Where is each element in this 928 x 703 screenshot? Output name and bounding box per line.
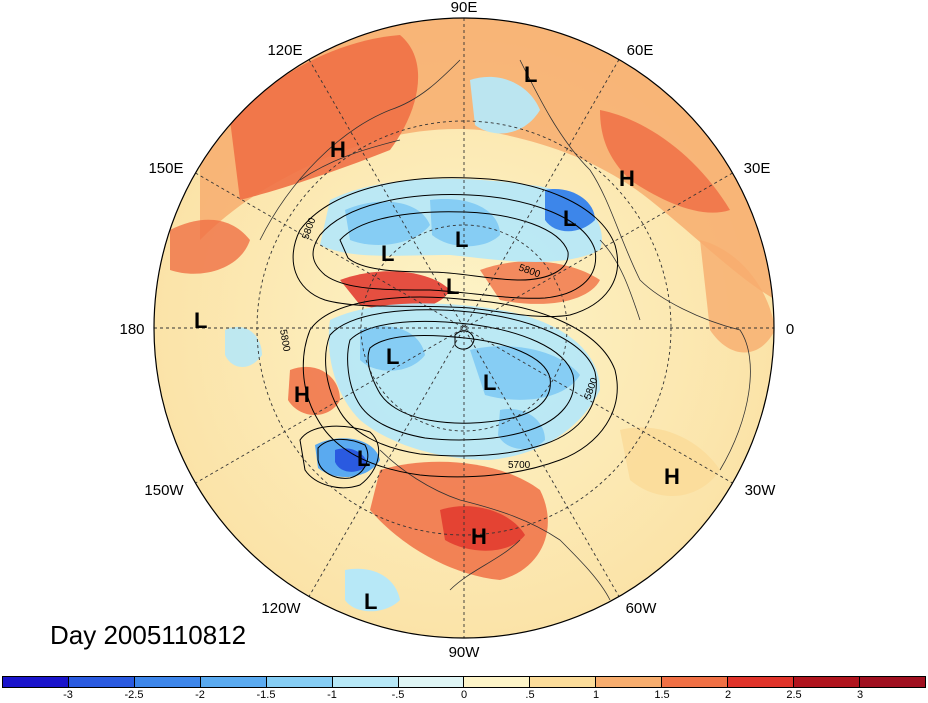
anomaly-field xyxy=(154,18,774,638)
colorbar-ticks: -3 -2.5 -2 -1.5 -1 -.5 0 .5 1 1.5 2 2.5 3 xyxy=(0,689,928,703)
colorbar xyxy=(2,676,926,688)
low-center: L xyxy=(483,370,496,395)
low-center: L xyxy=(455,227,468,252)
colorbar-swatch xyxy=(662,677,729,687)
low-center: L xyxy=(357,446,370,471)
colorbar-tick-label: -3 xyxy=(63,689,73,701)
colorbar-tick-label: 2 xyxy=(724,689,732,701)
low-center: L xyxy=(194,308,207,333)
contour-label: 5800 xyxy=(277,329,292,353)
colorbar-swatch xyxy=(266,677,333,687)
colorbar-swatch xyxy=(3,677,69,687)
colorbar-swatch xyxy=(596,677,663,687)
colorbar-tick-label: 2.5 xyxy=(786,689,802,701)
colorbar-tick-label: 1.5 xyxy=(654,689,670,701)
lon-label-120w: 120W xyxy=(261,600,301,617)
colorbar-swatch xyxy=(398,677,465,687)
low-center: L xyxy=(386,344,399,369)
colorbar-tick-label: -.5 xyxy=(391,689,405,701)
plot-title: Day 2005110812 xyxy=(50,620,247,650)
colorbar-tick-label: 1 xyxy=(592,689,600,701)
colorbar-swatch xyxy=(464,677,531,687)
colorbar-swatch xyxy=(332,677,399,687)
colorbar-swatch xyxy=(859,677,925,687)
lon-label-30w: 30W xyxy=(745,482,777,499)
colorbar-tick-label: 3 xyxy=(856,689,864,701)
graticule xyxy=(153,17,775,639)
colorbar-tick-label: 0 xyxy=(460,689,468,701)
lon-label-90e: 90E xyxy=(451,0,478,16)
lon-label-90w: 90W xyxy=(449,644,481,661)
colorbar-swatch xyxy=(134,677,201,687)
lon-label-150w: 150W xyxy=(144,482,184,499)
colorbar-tick-label: -2.5 xyxy=(124,689,144,701)
low-center: L xyxy=(364,589,377,614)
coastlines xyxy=(259,59,751,601)
longitude-labels: 90E 120E 60E 150E 30E 180 0 150W 30W 120… xyxy=(119,0,794,661)
low-center: L xyxy=(524,62,537,87)
polar-map: 90E 120E 60E 150E 30E 180 0 150W 30W 120… xyxy=(119,0,794,661)
lon-label-0: 0 xyxy=(786,321,794,338)
high-center: H xyxy=(664,464,680,489)
high-center: H xyxy=(330,137,346,162)
colorbar-swatch xyxy=(200,677,267,687)
low-center: L xyxy=(381,241,394,266)
lon-label-60w: 60W xyxy=(626,600,658,617)
colorbar-swatch xyxy=(728,677,795,687)
lon-label-120e: 120E xyxy=(267,42,302,59)
colorbar-swatch xyxy=(68,677,135,687)
low-center: L xyxy=(446,274,459,299)
low-center: L xyxy=(563,206,576,231)
colorbar-tick-label: -2 xyxy=(195,689,205,701)
lon-label-30e: 30E xyxy=(744,160,771,177)
contour-label: 5700 xyxy=(508,460,531,471)
lon-label-150e: 150E xyxy=(148,160,183,177)
colorbar-swatch xyxy=(530,677,597,687)
pressure-centers: H L H H L L L L L L L L H L L H H L xyxy=(194,62,680,614)
high-center: H xyxy=(471,524,487,549)
colorbar-tick-label: -1 xyxy=(327,689,337,701)
lon-label-60e: 60E xyxy=(627,42,654,59)
colorbar-tick-label: .5 xyxy=(525,689,535,701)
high-center: H xyxy=(619,166,635,191)
lon-label-180: 180 xyxy=(119,321,144,338)
colorbar-swatch xyxy=(794,677,860,687)
colorbar-tick-label: -1.5 xyxy=(256,689,276,701)
high-center: H xyxy=(294,382,310,407)
